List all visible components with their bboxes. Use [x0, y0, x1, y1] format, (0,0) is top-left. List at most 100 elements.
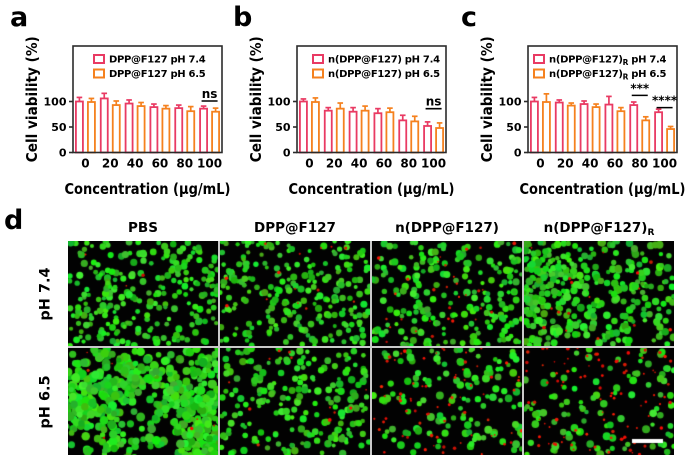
legend-swatch — [312, 54, 324, 64]
bar — [136, 105, 146, 154]
bar — [435, 127, 444, 154]
x-axis-title: Concentration (μg/mL) — [520, 180, 686, 198]
y-tick-label: 0 — [59, 147, 67, 160]
legend-label: n(DPP@F127)R pH 6.5 — [549, 69, 667, 82]
bar — [199, 107, 208, 154]
bar — [149, 106, 159, 154]
viability-chart-c: 0 50 100 0 20 40 60 80 100 n(DPP@F127)R pH 7.4n(D… — [478, 36, 686, 198]
bar — [654, 111, 663, 154]
bar — [311, 101, 320, 154]
significance-label: **** — [652, 94, 678, 108]
y-axis-title: Cell viability (%) — [23, 36, 41, 162]
y-axis-title: Cell viability (%) — [478, 36, 496, 162]
legend-swatch — [533, 68, 545, 79]
legend-swatch — [93, 68, 105, 79]
bar — [423, 125, 432, 154]
bar — [323, 109, 333, 154]
y-tick-label: 0 — [514, 147, 522, 160]
legend-swatch — [312, 68, 324, 79]
x-axis-title: Concentration (μg/mL) — [289, 180, 455, 198]
panel-label-d: d — [4, 205, 24, 236]
bar — [542, 101, 551, 154]
legend-label: DPP@F127 pH 7.4 — [109, 55, 206, 66]
x-tick-label: 40 — [582, 157, 599, 171]
micro-image-ph65-n-dpp-f127-r — [524, 348, 674, 455]
y-tick-label: 50 — [506, 121, 522, 134]
plot-frame — [72, 45, 223, 154]
bar — [99, 97, 109, 154]
legend-label: DPP@F127 pH 6.5 — [109, 69, 206, 80]
x-tick-label: 100 — [652, 157, 677, 171]
micro-image-ph65-pbs — [68, 348, 218, 455]
legend-label: n(DPP@F127)R pH 7.4 — [549, 55, 667, 68]
x-tick-label: 80 — [631, 157, 648, 171]
y-axis-title: Cell viability (%) — [247, 36, 265, 162]
bar — [554, 101, 564, 154]
bar — [75, 100, 84, 154]
bar — [299, 100, 308, 154]
micro-image-ph74-pbs — [68, 241, 218, 346]
viability-chart-a: 0 50 100 0 20 40 60 80 100 DPP@F127 pH 7.4 DPP@F12… — [23, 36, 231, 198]
bar — [335, 107, 345, 154]
x-tick-label: 20 — [557, 157, 574, 171]
viability-chart-b: 0 50 100 0 20 40 60 80 100 n(DPP@F127) pH 7.4 n(DP… — [247, 36, 455, 198]
x-tick-label: 80 — [400, 157, 417, 171]
bar — [666, 128, 675, 154]
panel-label-a: a — [10, 2, 29, 33]
microscopy-column-headers: PBS DPP@F127 n(DPP@F127) n(DPP@F127)R — [68, 220, 674, 238]
bar — [373, 112, 383, 154]
bar — [530, 100, 539, 154]
micro-image-ph65-n-dpp-f127 — [372, 348, 522, 455]
x-tick-label: 0 — [305, 157, 313, 171]
panel-label-b: b — [233, 2, 253, 33]
x-tick-label: 100 — [197, 157, 222, 171]
column-header-pbs: PBS — [128, 220, 158, 236]
x-tick-label: 0 — [536, 157, 544, 171]
column-header-n-dpp-f127-r: n(DPP@F127)R — [543, 220, 655, 238]
significance-label: ns — [426, 95, 442, 109]
bar — [348, 110, 358, 154]
bar — [124, 102, 134, 154]
bar — [629, 104, 639, 154]
column-header-dpp-f127: DPP@F127 — [254, 220, 336, 236]
plot-frame — [527, 45, 678, 154]
bar — [566, 104, 576, 154]
bar — [111, 104, 121, 154]
significance-label: *** — [630, 81, 650, 95]
x-tick-label: 20 — [326, 157, 343, 171]
micro-image-ph65-dpp-f127 — [220, 348, 370, 455]
panel-label-c: c — [461, 2, 478, 33]
y-tick-label: 50 — [275, 121, 291, 134]
significance-label: ns — [202, 87, 218, 101]
x-tick-label: 0 — [81, 157, 89, 171]
bar — [87, 101, 96, 154]
y-tick-label: 100 — [268, 96, 291, 109]
x-tick-label: 60 — [376, 157, 393, 171]
legend-swatch — [533, 54, 545, 64]
bar — [641, 119, 651, 154]
y-tick-label: 100 — [499, 96, 522, 109]
x-axis-title: Concentration (μg/mL) — [65, 180, 231, 198]
bar — [174, 107, 184, 154]
legend-label: n(DPP@F127) pH 7.4 — [328, 55, 440, 66]
y-tick-label: 0 — [283, 147, 291, 160]
bar — [604, 103, 614, 154]
legend-label: n(DPP@F127) pH 6.5 — [328, 69, 440, 80]
y-tick-label: 100 — [44, 96, 67, 109]
x-tick-label: 40 — [351, 157, 368, 171]
x-tick-label: 20 — [102, 157, 119, 171]
bar — [616, 110, 626, 154]
x-tick-label: 100 — [421, 157, 446, 171]
bar — [360, 109, 370, 154]
bar — [398, 119, 408, 154]
bar — [410, 120, 420, 154]
bar — [211, 110, 220, 154]
bar — [591, 106, 601, 154]
bar — [579, 103, 589, 154]
bar — [186, 110, 196, 154]
micro-image-ph74-n-dpp-f127 — [372, 241, 522, 346]
bar — [161, 107, 171, 154]
column-header-n-dpp-f127: n(DPP@F127) — [395, 220, 499, 236]
x-tick-label: 40 — [127, 157, 144, 171]
